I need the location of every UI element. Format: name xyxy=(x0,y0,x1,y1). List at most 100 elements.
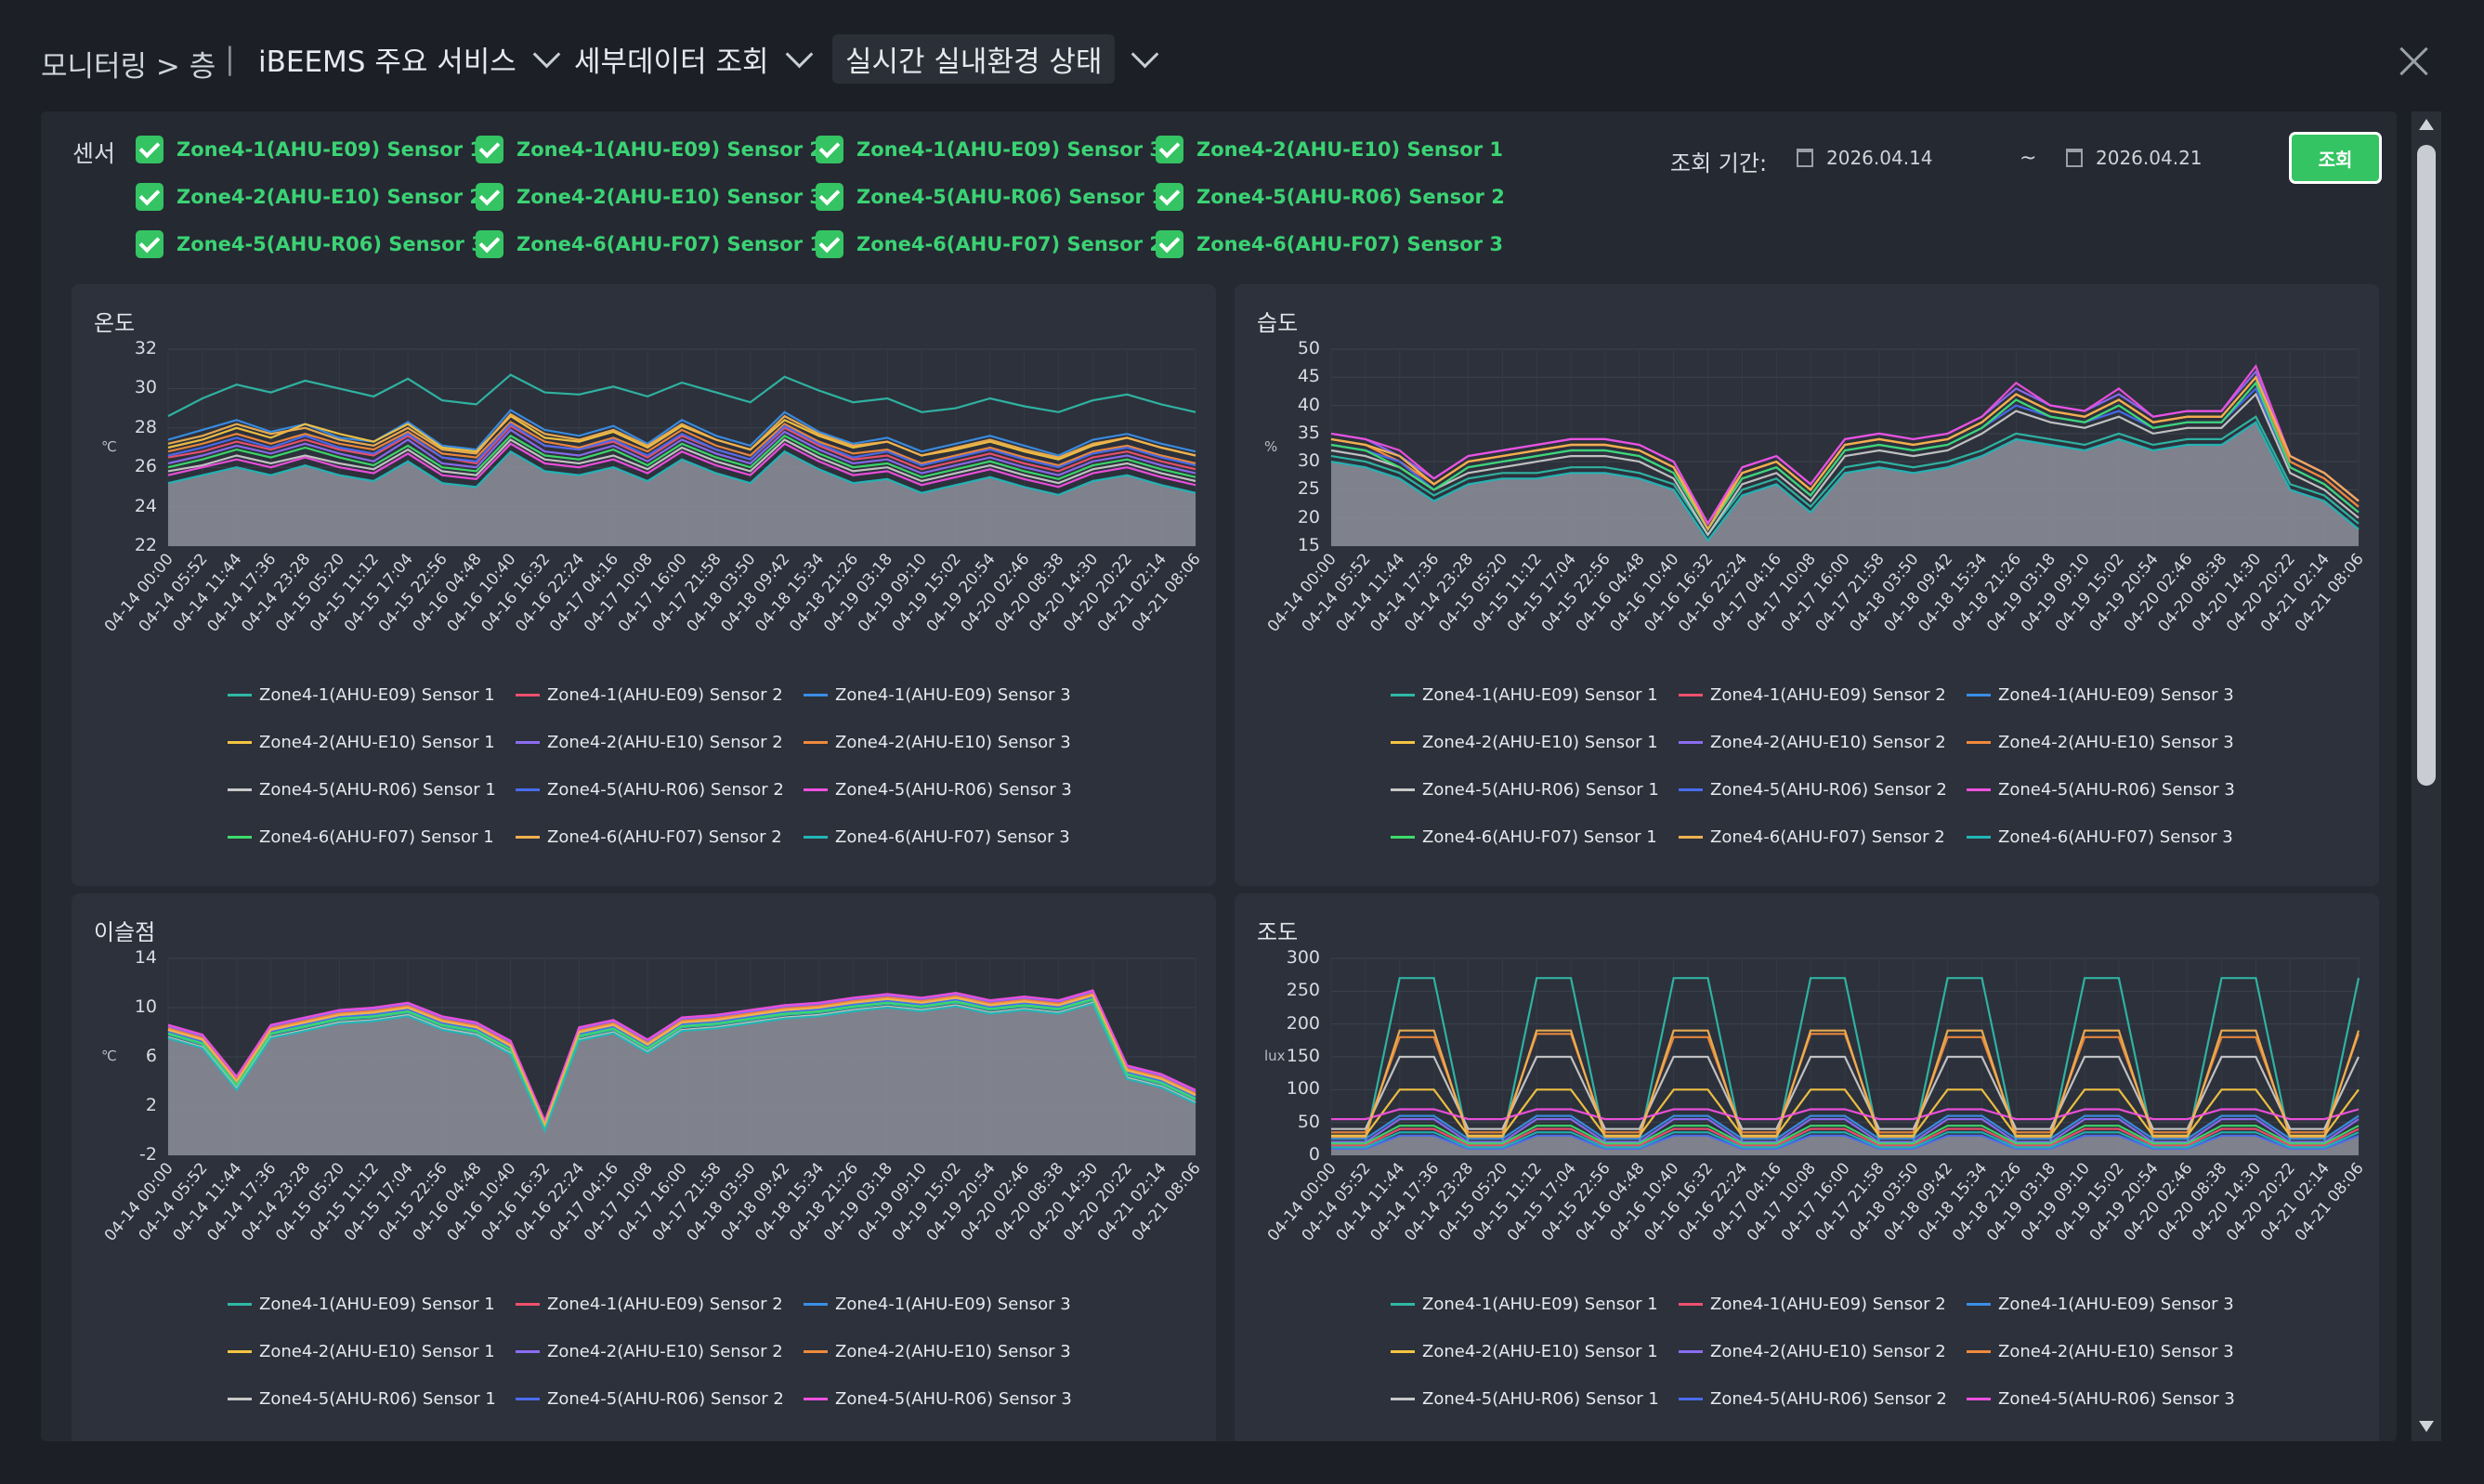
scrollbar[interactable] xyxy=(2412,111,2441,1441)
legend-label: Zone4-1(AHU-E09) Sensor 2 xyxy=(1710,685,1946,705)
legend-label: Zone4-2(AHU-E10) Sensor 2 xyxy=(1710,733,1946,752)
legend-item[interactable]: Zone4-1(AHU-E09) Sensor 1 xyxy=(1391,1295,1658,1314)
checkbox-checked-icon[interactable] xyxy=(1156,136,1183,163)
legend-item[interactable]: Zone4-5(AHU-R06) Sensor 3 xyxy=(1967,1389,2235,1409)
legend-item[interactable]: Zone4-2(AHU-E10) Sensor 3 xyxy=(804,733,1071,752)
legend-item[interactable]: Zone4-2(AHU-E10) Sensor 2 xyxy=(1679,733,1946,752)
sensor-checkbox-item[interactable]: Zone4-5(AHU-R06) Sensor 3 xyxy=(136,228,485,260)
legend-item[interactable]: Zone4-2(AHU-E10) Sensor 3 xyxy=(1967,733,2234,752)
legend-item[interactable]: Zone4-1(AHU-E09) Sensor 2 xyxy=(516,1295,783,1314)
close-icon[interactable] xyxy=(2395,43,2432,80)
legend-item[interactable]: Zone4-2(AHU-E10) Sensor 1 xyxy=(1391,733,1658,752)
legend-swatch xyxy=(1391,788,1415,791)
area-fill xyxy=(168,451,1196,546)
legend-item[interactable]: Zone4-6(AHU-F07) Sensor 3 xyxy=(1967,827,2233,847)
legend-item[interactable]: Zone4-2(AHU-E10) Sensor 3 xyxy=(804,1342,1071,1361)
legend-item[interactable]: Zone4-2(AHU-E10) Sensor 2 xyxy=(1679,1342,1946,1361)
end-date-value: 2026.04.21 xyxy=(2096,147,2203,169)
checkbox-checked-icon[interactable] xyxy=(1156,183,1183,211)
sensor-checkbox-item[interactable]: Zone4-1(AHU-E09) Sensor 3 xyxy=(816,134,1163,165)
legend-swatch xyxy=(228,836,252,839)
sensor-checkbox-item[interactable]: Zone4-1(AHU-E09) Sensor 2 xyxy=(476,134,823,165)
legend-item[interactable]: Zone4-6(AHU-F07) Sensor 1 xyxy=(228,827,494,847)
legend-item[interactable]: Zone4-1(AHU-E09) Sensor 3 xyxy=(1967,685,2234,705)
legend-item[interactable]: Zone4-5(AHU-R06) Sensor 3 xyxy=(804,1389,1072,1409)
legend-swatch xyxy=(804,694,828,696)
legend-item[interactable]: Zone4-2(AHU-E10) Sensor 2 xyxy=(516,733,783,752)
chart-panel: 이슬점 ℃ 04-14 00:00 04-14 05:52 04-14 11:44 04-… xyxy=(72,893,1216,1441)
end-date-field[interactable]: 2026.04.21 xyxy=(2066,147,2203,169)
checkbox-checked-icon[interactable] xyxy=(476,183,503,211)
legend-item[interactable]: Zone4-1(AHU-E09) Sensor 1 xyxy=(1391,685,1658,705)
legend-item[interactable]: Zone4-2(AHU-E10) Sensor 3 xyxy=(1967,1342,2234,1361)
scroll-thumb[interactable] xyxy=(2417,145,2436,786)
checkbox-checked-icon[interactable] xyxy=(816,230,843,258)
checkbox-checked-icon[interactable] xyxy=(1156,230,1183,258)
checkbox-checked-icon[interactable] xyxy=(136,183,163,211)
legend-item[interactable]: Zone4-5(AHU-R06) Sensor 3 xyxy=(804,780,1072,800)
checkbox-checked-icon[interactable] xyxy=(816,183,843,211)
legend-item[interactable]: Zone4-1(AHU-E09) Sensor 3 xyxy=(804,1295,1071,1314)
legend-swatch xyxy=(228,788,252,791)
sensor-checkbox-item[interactable]: Zone4-6(AHU-F07) Sensor 3 xyxy=(1156,228,1503,260)
y-tick-label: 20 xyxy=(1297,506,1320,527)
sensor-checkbox-item[interactable]: Zone4-5(AHU-R06) Sensor 2 xyxy=(1156,181,1505,213)
legend-item[interactable]: Zone4-5(AHU-R06) Sensor 1 xyxy=(228,1389,496,1409)
legend-item[interactable]: Zone4-1(AHU-E09) Sensor 2 xyxy=(1679,685,1946,705)
legend-item[interactable]: Zone4-5(AHU-R06) Sensor 3 xyxy=(1967,780,2235,800)
checkbox-checked-icon[interactable] xyxy=(476,136,503,163)
series-line xyxy=(1330,381,2360,531)
y-tick-label: 35 xyxy=(1297,422,1320,443)
legend-item[interactable]: Zone4-1(AHU-E09) Sensor 1 xyxy=(228,1295,495,1314)
legend-item[interactable]: Zone4-6(AHU-F07) Sensor 1 xyxy=(1391,827,1657,847)
checkbox-checked-icon[interactable] xyxy=(816,136,843,163)
legend-label: Zone4-1(AHU-E09) Sensor 1 xyxy=(1422,685,1658,705)
header: 모니터링 > 층 | iBEEMS 주요 서비스 세부데이터 조회 실시간 실내… xyxy=(0,0,2484,111)
scroll-down-icon[interactable] xyxy=(2419,1421,2434,1432)
sensor-checkbox-item[interactable]: Zone4-5(AHU-R06) Sensor 1 xyxy=(816,181,1165,213)
service-dropdown[interactable]: iBEEMS 주요 서비스 xyxy=(258,35,561,82)
legend-item[interactable]: Zone4-2(AHU-E10) Sensor 1 xyxy=(1391,1342,1658,1361)
checkbox-checked-icon[interactable] xyxy=(476,230,503,258)
legend-item[interactable]: Zone4-5(AHU-R06) Sensor 2 xyxy=(516,1389,784,1409)
legend-item[interactable]: Zone4-5(AHU-R06) Sensor 2 xyxy=(1679,780,1947,800)
legend-item[interactable]: Zone4-5(AHU-R06) Sensor 1 xyxy=(1391,1389,1659,1409)
legend-item[interactable]: Zone4-1(AHU-E09) Sensor 3 xyxy=(804,685,1071,705)
series-line xyxy=(1330,375,2360,531)
legend-item[interactable]: Zone4-1(AHU-E09) Sensor 1 xyxy=(228,685,495,705)
legend-label: Zone4-2(AHU-E10) Sensor 1 xyxy=(1422,733,1658,752)
sensor-checkbox-item[interactable]: Zone4-2(AHU-E10) Sensor 3 xyxy=(476,181,823,213)
legend-item[interactable]: Zone4-5(AHU-R06) Sensor 2 xyxy=(1679,1389,1947,1409)
sensor-checkbox-item[interactable]: Zone4-1(AHU-E09) Sensor 1 xyxy=(136,134,483,165)
scroll-up-icon[interactable] xyxy=(2419,119,2434,130)
legend-item[interactable]: Zone4-2(AHU-E10) Sensor 1 xyxy=(228,733,495,752)
legend-item[interactable]: Zone4-5(AHU-R06) Sensor 2 xyxy=(516,780,784,800)
legend-item[interactable]: Zone4-5(AHU-R06) Sensor 1 xyxy=(228,780,496,800)
query-button[interactable]: 조회 xyxy=(2289,132,2382,184)
legend-item[interactable]: Zone4-1(AHU-E09) Sensor 2 xyxy=(516,685,783,705)
legend-label: Zone4-2(AHU-E10) Sensor 1 xyxy=(1422,1342,1658,1361)
series-line xyxy=(167,1001,1196,1133)
sensor-checkbox-item[interactable]: Zone4-2(AHU-E10) Sensor 1 xyxy=(1156,134,1503,165)
sensor-checkbox-label: Zone4-2(AHU-E10) Sensor 3 xyxy=(516,186,823,208)
breadcrumb[interactable]: 모니터링 > 층 xyxy=(41,50,216,84)
legend-item[interactable]: Zone4-5(AHU-R06) Sensor 1 xyxy=(1391,780,1659,800)
legend-item[interactable]: Zone4-6(AHU-F07) Sensor 3 xyxy=(804,827,1070,847)
legend-item[interactable]: Zone4-2(AHU-E10) Sensor 2 xyxy=(516,1342,783,1361)
legend-item[interactable]: Zone4-1(AHU-E09) Sensor 2 xyxy=(1679,1295,1946,1314)
legend-item[interactable]: Zone4-2(AHU-E10) Sensor 1 xyxy=(228,1342,495,1361)
sensor-checkbox-item[interactable]: Zone4-2(AHU-E10) Sensor 2 xyxy=(136,181,483,213)
checkbox-checked-icon[interactable] xyxy=(136,230,163,258)
start-date-field[interactable]: 2026.04.14 xyxy=(1797,147,1933,169)
series-line xyxy=(1331,1108,2360,1121)
sensor-checkbox-item[interactable]: Zone4-6(AHU-F07) Sensor 2 xyxy=(816,228,1163,260)
sensor-checkbox-item[interactable]: Zone4-6(AHU-F07) Sensor 1 xyxy=(476,228,823,260)
checkbox-checked-icon[interactable] xyxy=(136,136,163,163)
status-dropdown[interactable]: 실시간 실내환경 상태 xyxy=(832,33,1159,84)
detail-dropdown[interactable]: 세부데이터 조회 xyxy=(574,35,813,82)
legend-item[interactable]: Zone4-6(AHU-F07) Sensor 2 xyxy=(516,827,782,847)
legend-swatch xyxy=(804,741,828,744)
legend-item[interactable]: Zone4-1(AHU-E09) Sensor 3 xyxy=(1967,1295,2234,1314)
legend-item[interactable]: Zone4-6(AHU-F07) Sensor 2 xyxy=(1679,827,1945,847)
